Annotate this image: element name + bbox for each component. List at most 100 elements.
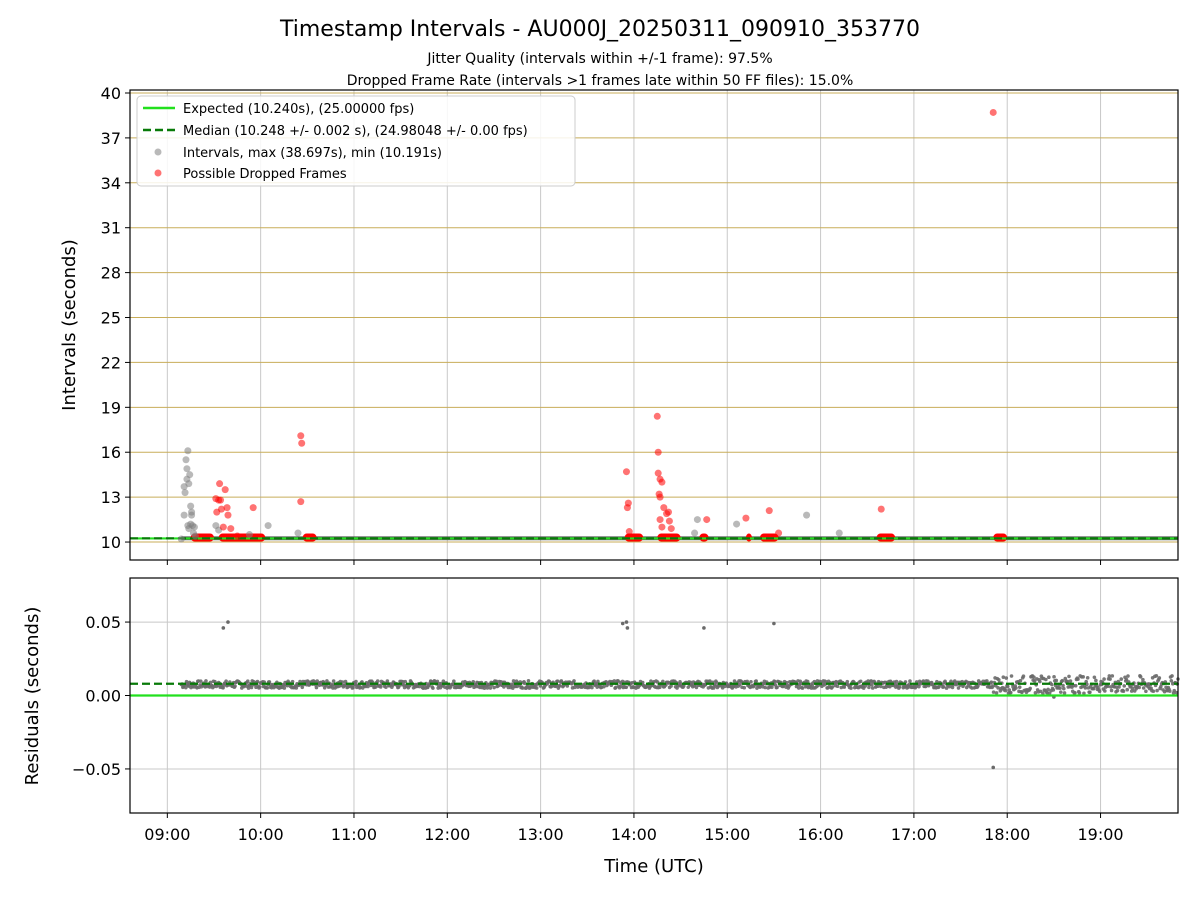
legend-intervals-label: Intervals, max (38.697s), min (10.191s): [183, 146, 442, 161]
residual-point: [1115, 688, 1120, 693]
residual-point: [1138, 675, 1143, 679]
residual-point: [482, 686, 487, 690]
dropped-frame-point: [223, 504, 231, 512]
dropped-frame-point: [625, 528, 633, 536]
dropped-frame-point: [233, 532, 241, 540]
residual-outlier-point: [624, 620, 629, 624]
residual-point: [749, 679, 753, 684]
intervals-y-axis-label: Intervals (seconds): [59, 239, 80, 411]
residual-point: [282, 686, 287, 690]
residual-point: [770, 685, 774, 690]
dropped-frame-point: [297, 498, 305, 506]
interval-point: [294, 529, 302, 537]
residual-point: [590, 685, 594, 690]
residual-point: [1110, 674, 1115, 678]
chart-title: Timestamp Intervals - AU000J_20250311_09…: [279, 17, 920, 42]
residual-point: [1141, 677, 1145, 682]
residual-point: [949, 679, 953, 684]
x-tick-label: 12:00: [424, 825, 470, 844]
residual-point: [612, 679, 617, 683]
residual-point: [1018, 678, 1023, 683]
x-tick-label: 16:00: [798, 825, 844, 844]
interval-point: [691, 529, 699, 537]
dropped-frame-point: [221, 486, 229, 494]
residual-point: [1125, 687, 1130, 692]
residual-point: [908, 679, 912, 683]
residual-point: [669, 684, 673, 688]
residual-point: [1103, 689, 1107, 693]
residual-point: [649, 679, 653, 684]
residual-point: [775, 685, 779, 690]
residual-point: [1014, 686, 1018, 690]
residual-point: [184, 685, 188, 690]
residual-point: [384, 685, 388, 689]
residual-point: [1088, 690, 1092, 695]
residual-point: [996, 686, 1000, 690]
residual-point: [265, 686, 269, 690]
residual-point: [1155, 688, 1159, 693]
intervals-y-tick-label: 31: [101, 219, 121, 238]
residual-point: [1003, 688, 1008, 693]
residual-outlier-point: [221, 626, 226, 630]
residual-point: [944, 686, 949, 690]
residual-point: [1085, 675, 1090, 680]
residual-point: [894, 679, 899, 684]
residual-point: [1077, 691, 1082, 695]
dropped-frame-point: [658, 478, 666, 486]
legend-box: [136, 95, 576, 187]
residual-point: [1097, 689, 1102, 694]
dropped-frame-point: [653, 412, 661, 420]
residuals-y-tick-label: 0.00: [85, 687, 121, 706]
dropped-frame-point: [660, 504, 668, 512]
residual-point: [1141, 686, 1146, 690]
residual-point: [1061, 686, 1066, 691]
residual-point: [198, 679, 203, 683]
residual-point: [1130, 686, 1135, 691]
intervals-x-ticks: [166, 560, 1102, 565]
residual-point: [1157, 676, 1162, 680]
residual-point: [255, 679, 260, 684]
residual-point: [1126, 674, 1130, 678]
residual-point: [796, 686, 801, 690]
residual-point: [1017, 685, 1022, 689]
residual-point: [233, 684, 237, 688]
residual-point: [1058, 690, 1063, 694]
residual-point: [558, 684, 562, 688]
x-tick-label: 18:00: [984, 825, 1030, 844]
residual-point: [870, 682, 874, 687]
dropped-frame-point: [703, 516, 711, 524]
intervals-y-tick-label: 34: [101, 174, 121, 193]
residual-point: [431, 686, 435, 690]
interval-point: [184, 447, 192, 455]
residual-point: [742, 685, 747, 690]
residuals-data: [130, 620, 1180, 770]
residuals-panel: −0.05 0.00 0.05 09:00 10:00 11:00 12:00 13:00 1…: [22, 577, 1180, 877]
intervals-y-tick-label: 19: [101, 398, 121, 417]
residual-outlier-point: [772, 621, 776, 626]
residual-point: [997, 677, 1001, 682]
residual-point: [452, 679, 456, 684]
residuals-y-ticks: −0.05 0.00 0.05: [72, 613, 130, 779]
residual-point: [1047, 675, 1051, 680]
interval-point: [182, 456, 190, 464]
intervals-y-tick-label: 10: [101, 533, 121, 552]
residual-point: [870, 686, 875, 690]
residual-point: [863, 684, 867, 688]
dropped-frame-point: [656, 516, 664, 524]
residual-point: [1073, 690, 1077, 695]
residual-point: [686, 685, 691, 689]
residual-point: [1041, 691, 1045, 696]
residual-point: [1061, 683, 1065, 688]
residual-point: [879, 684, 883, 689]
residual-point: [492, 685, 496, 690]
dropped-frame-point: [297, 432, 305, 440]
residual-point: [614, 685, 618, 690]
residuals-x-ticks: 09:00 10:00 11:00 12:00 13:00 14:00 15:00 16:00…: [144, 813, 1124, 844]
residual-point: [366, 684, 370, 689]
residual-point: [373, 685, 378, 689]
residual-point: [1021, 674, 1026, 679]
residual-point: [989, 680, 994, 684]
residual-point: [935, 679, 939, 684]
dropped-frame-point: [877, 505, 885, 513]
residual-point: [1108, 677, 1112, 681]
